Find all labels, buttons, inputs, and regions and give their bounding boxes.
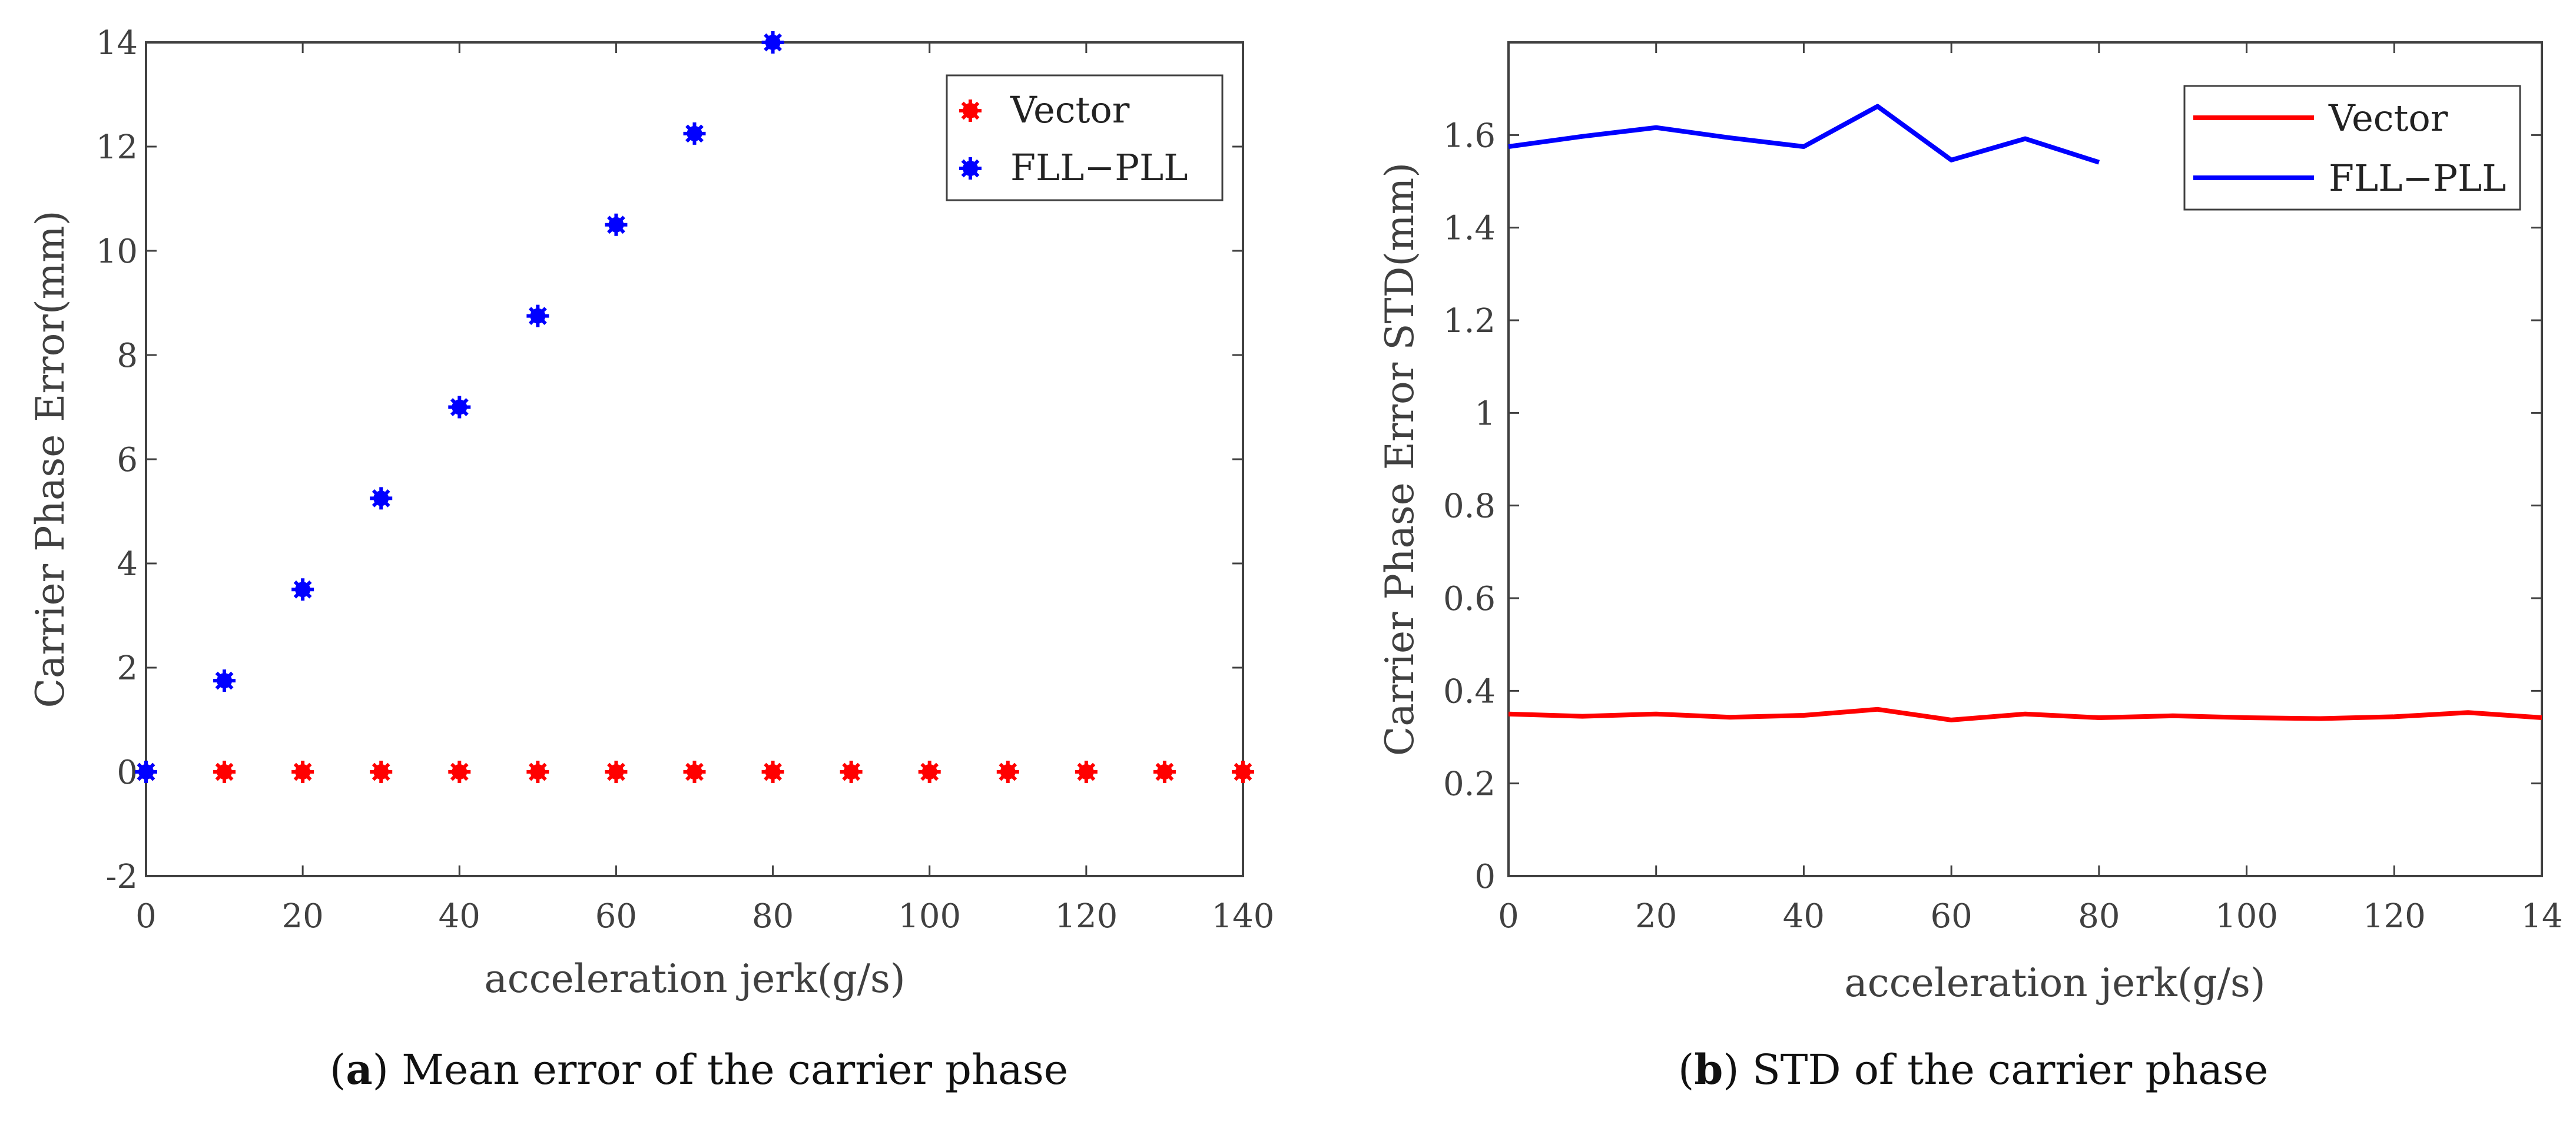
data-point-fll-pll xyxy=(683,122,706,145)
y-tick-label: 8 xyxy=(117,337,138,375)
x-tick-label: 100 xyxy=(2215,897,2278,936)
data-point-fll-pll xyxy=(291,578,314,601)
data-point-vector xyxy=(683,761,706,783)
x-tick-label: 60 xyxy=(1931,897,1972,936)
x-tick-label: 20 xyxy=(1635,897,1677,936)
data-point-vector xyxy=(918,761,941,783)
y-tick-label: 10 xyxy=(96,233,138,271)
x-tick-label: 40 xyxy=(1783,897,1825,936)
y-tick-label: 2 xyxy=(117,649,138,688)
y-tick-label: 1.2 xyxy=(1443,302,1496,340)
y-tick-label: 1 xyxy=(1474,394,1496,433)
chart-b-legend-vector: Vector xyxy=(2328,97,2448,140)
data-point-fll-pll xyxy=(448,396,471,419)
chart-b-marks xyxy=(1508,104,2542,722)
data-point-fll-pll xyxy=(761,31,784,54)
chart-a-legend-marker-vector xyxy=(959,99,982,122)
legend-star-vector xyxy=(959,99,982,122)
data-point-vector xyxy=(213,761,236,783)
chart-b-xlabel: acceleration jerk(g/s) xyxy=(1844,960,2265,1006)
data-point-vector xyxy=(1153,761,1176,783)
caption-b: (b) STD of the carrier phase xyxy=(1678,1045,2269,1094)
y-tick-label: 0 xyxy=(117,754,138,792)
y-tick-label: 1.6 xyxy=(1443,117,1496,155)
data-point-fll-pll xyxy=(135,761,157,783)
data-point-vector xyxy=(761,761,784,783)
x-tick-label: 100 xyxy=(898,897,961,936)
y-tick-label: 0.6 xyxy=(1443,580,1496,618)
x-tick-label: 0 xyxy=(135,897,157,936)
y-tick-label: 4 xyxy=(117,545,138,583)
x-tick-label: 120 xyxy=(1055,897,1118,936)
x-tick-label: 14 xyxy=(2521,897,2562,936)
chart-a-marks xyxy=(135,31,1254,783)
chart-a-legend-marker-fll-pll xyxy=(959,157,982,180)
chart-a-legend-fll-pll: FLL−PLL xyxy=(1010,146,1188,189)
chart-b-ylabel: Carrier Phase Error STD(mm) xyxy=(1377,162,1423,756)
x-tick-label: 80 xyxy=(752,897,794,936)
y-tick-label: 6 xyxy=(117,441,138,479)
caption-a-text: ) Mean error of the carrier phase xyxy=(372,1046,1069,1094)
caption-b-label: b xyxy=(1694,1045,1723,1094)
x-tick-label: 40 xyxy=(439,897,480,936)
x-tick-label: 120 xyxy=(2363,897,2426,936)
data-point-fll-pll xyxy=(526,304,549,327)
data-point-vector xyxy=(996,761,1019,783)
data-point-fll-pll xyxy=(370,487,393,510)
data-point-fll-pll xyxy=(605,213,628,236)
chart-a-xlabel: acceleration jerk(g/s) xyxy=(484,956,905,1001)
legend-star-fll-pll xyxy=(959,157,982,180)
chart-b-legend: Vector FLL−PLL xyxy=(2183,85,2521,211)
chart-b-std: 0 20 40 60 80 100 120 1400.20.40.60.811.21.41.6… xyxy=(1377,41,2563,1006)
caption-b-text: ) STD of the carrier phase xyxy=(1723,1046,2269,1094)
chart-a-ylabel: Carrier Phase Error(mm) xyxy=(28,210,73,708)
y-tick-label: 0.2 xyxy=(1443,765,1496,804)
data-point-vector xyxy=(840,761,863,783)
series-line-vector xyxy=(1508,707,2542,722)
x-tick-label: 80 xyxy=(2078,897,2120,936)
x-tick-label: 60 xyxy=(595,897,637,936)
y-tick-label: 0 xyxy=(1474,858,1496,896)
series-line-fll-pll xyxy=(1508,104,2100,165)
data-point-vector xyxy=(291,761,314,783)
data-point-vector xyxy=(1232,761,1254,783)
data-point-vector xyxy=(1075,761,1098,783)
y-tick-label: 0.8 xyxy=(1443,487,1496,526)
data-point-vector xyxy=(370,761,393,783)
chart-a-legend-vector: Vector xyxy=(1010,88,1130,131)
data-point-fll-pll xyxy=(213,669,236,692)
chart-a-legend: Vector FLL−PLL xyxy=(946,74,1224,201)
data-point-vector xyxy=(605,761,628,783)
y-tick-label: 1.4 xyxy=(1443,210,1496,248)
y-tick-label: 12 xyxy=(96,128,138,167)
y-tick-label: -2 xyxy=(105,858,138,896)
data-point-vector xyxy=(526,761,549,783)
data-point-vector xyxy=(448,761,471,783)
chart-a-legend-box xyxy=(946,74,1224,201)
x-tick-label: 140 xyxy=(1212,897,1275,936)
chart-b-legend-box xyxy=(2183,85,2521,211)
x-tick-label: 20 xyxy=(282,897,324,936)
chart-b-legend-fll-pll: FLL−PLL xyxy=(2329,157,2506,200)
y-tick-label: 14 xyxy=(96,24,138,62)
caption-a-label: a xyxy=(346,1045,373,1094)
caption-a: (a) Mean error of the carrier phase xyxy=(330,1045,1069,1094)
y-tick-label: 0.4 xyxy=(1443,672,1496,711)
x-tick-label: 0 xyxy=(1498,897,1519,936)
